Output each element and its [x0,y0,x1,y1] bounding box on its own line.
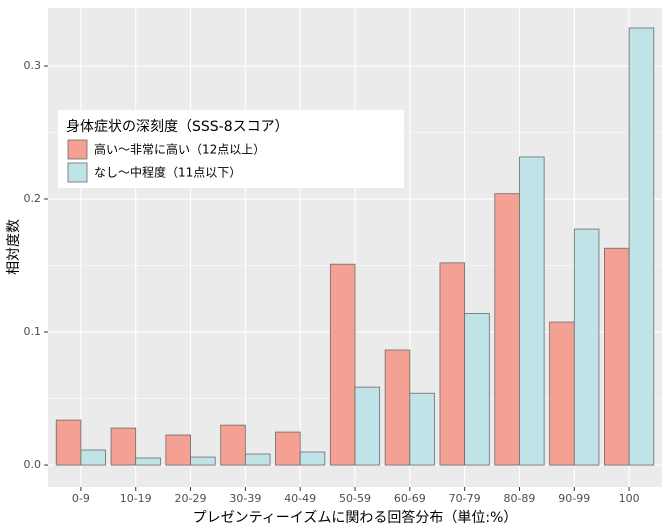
bar [549,321,575,466]
bar [384,349,411,466]
bar [439,262,466,466]
x-tick-label: 0-9 [72,492,90,505]
bar [165,434,191,466]
y-tick-label: 0.0 [24,458,42,471]
x-tick-label: 80-89 [503,492,535,505]
bar [573,228,600,466]
bar [299,451,326,466]
x-tick-label: 30-39 [229,492,261,505]
labels: 0.0 0.1 0.2 0.3 0-9 10-19 20-29 30-39 40-49 50-59… [24,59,640,505]
y-tick-label: 0.3 [24,59,42,72]
bar [80,449,106,466]
bar [275,431,301,466]
x-tick-label: 70-79 [449,492,481,505]
bars [55,27,655,466]
bar [464,313,490,466]
legend-label: なし～中程度（11点以下） [94,165,241,180]
bar [494,193,520,466]
x-tick-label: 100 [619,492,640,505]
legend-label: 高い～非常に高い（12点以上） [94,142,265,157]
y-tick-label: 0.2 [24,192,42,205]
x-tick-label: 40-49 [284,492,316,505]
bar [135,457,161,466]
y-tick-label: 0.1 [24,325,42,338]
bar [190,456,216,466]
y-axis-title: 相対度数 [6,219,22,275]
legend-box [58,110,404,188]
x-tick-label: 10-19 [120,492,152,505]
x-tick-label: 60-69 [394,492,426,505]
x-axis-title: プレゼンティーイズムに関わる回答分布（単位:%） [193,509,518,526]
bar [110,427,137,466]
bar [55,419,82,466]
x-tick-label: 90-99 [558,492,590,505]
bar [519,156,545,466]
bar [220,424,246,466]
legend-key [67,139,88,160]
bar [354,386,381,466]
bar [409,392,435,466]
legend: 身体症状の深刻度（SSS-8スコア） 高い～非常に高い（12点以上） なし～中程度… [58,110,404,188]
bar [604,247,630,466]
bar [628,27,655,466]
legend-title: 身体症状の深刻度（SSS-8スコア） [66,119,289,135]
legend-key [67,162,88,183]
x-tick-label: 20-29 [175,492,207,505]
x-tick-label: 50-59 [339,492,371,505]
bar [244,453,271,466]
bar [329,263,356,466]
